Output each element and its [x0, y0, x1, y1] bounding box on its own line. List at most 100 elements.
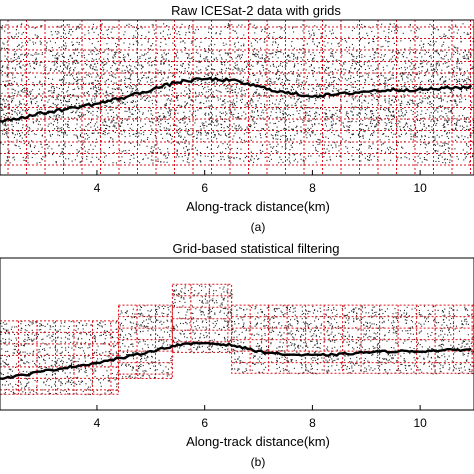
photon-point — [233, 135, 235, 137]
photon-point — [464, 57, 466, 59]
photon-point — [268, 37, 270, 39]
photon-point — [26, 109, 28, 112]
photon-point — [30, 92, 32, 94]
photon-point — [400, 110, 402, 112]
photon-point — [302, 87, 305, 89]
photon-point — [298, 97, 300, 99]
photon-point — [426, 68, 429, 70]
photon-point — [98, 88, 100, 90]
photon-point — [364, 100, 366, 102]
photon-point — [252, 101, 254, 103]
photon-point — [91, 58, 93, 60]
photon-point — [130, 92, 132, 94]
photon-point — [149, 107, 151, 109]
photon-point — [463, 57, 465, 59]
photon-point — [43, 91, 45, 93]
photon-point — [383, 159, 385, 161]
photon-point — [92, 82, 94, 84]
photon-point — [275, 54, 277, 56]
photon-point — [290, 90, 292, 92]
photon-point — [453, 75, 455, 77]
photon-point — [281, 81, 283, 83]
photon-point — [319, 139, 321, 141]
photon-point — [371, 78, 373, 80]
photon-point — [404, 82, 406, 84]
photon-point — [17, 57, 19, 59]
photon-point — [155, 101, 158, 103]
photon-point — [371, 58, 373, 60]
photon-point — [179, 27, 181, 29]
photon-point — [63, 45, 65, 47]
photon-point — [191, 145, 193, 147]
photon-point — [164, 87, 166, 90]
photon-point — [112, 111, 114, 113]
photon-point — [36, 119, 38, 121]
photon-point — [106, 92, 108, 94]
photon-point — [207, 91, 209, 93]
photon-point — [237, 54, 239, 56]
photon-point — [146, 145, 148, 147]
photon-point — [41, 108, 43, 110]
photon-point — [455, 47, 457, 49]
photon-point — [147, 157, 149, 159]
photon-point — [232, 99, 235, 101]
photon-point — [453, 50, 455, 52]
photon-point — [313, 34, 315, 36]
photon-point — [359, 131, 361, 133]
photon-point — [393, 64, 396, 66]
photon-point — [404, 66, 406, 68]
photon-point — [189, 110, 191, 112]
photon-point — [422, 66, 424, 68]
photon-point — [291, 85, 293, 87]
photon-point — [22, 31, 24, 34]
photon-point — [47, 125, 49, 127]
photon-point — [325, 136, 327, 138]
photon-point — [282, 134, 284, 136]
photon-point — [282, 87, 284, 89]
photon-point — [55, 99, 57, 101]
photon-point — [129, 69, 131, 71]
photon-point — [225, 85, 227, 87]
photon-point — [213, 69, 215, 71]
photon-point — [58, 79, 61, 81]
photon-point — [200, 102, 202, 104]
photon-point — [220, 62, 222, 64]
photon-point — [200, 41, 202, 43]
photon-point — [188, 97, 190, 99]
photon-point — [409, 128, 411, 130]
photon-point — [384, 82, 386, 84]
photon-point — [127, 71, 129, 73]
photon-point — [269, 32, 271, 35]
photon-point — [167, 111, 169, 113]
photon-point — [435, 67, 437, 69]
photon-point — [100, 68, 102, 71]
photon-point — [143, 74, 145, 77]
photon-point — [21, 42, 23, 44]
photon-point — [458, 62, 460, 64]
photon-point — [403, 126, 405, 128]
photon-point — [91, 102, 94, 104]
photon-point — [394, 30, 396, 32]
photon-point — [241, 93, 243, 95]
photon-point — [462, 108, 465, 110]
photon-point — [333, 80, 335, 82]
photon-point — [100, 110, 102, 112]
photon-point — [174, 30, 177, 32]
photon-point — [443, 35, 445, 37]
photon-point — [102, 133, 104, 135]
photon-point — [117, 101, 119, 103]
photon-point — [329, 116, 331, 118]
photon-point — [333, 85, 335, 87]
photon-point — [86, 98, 88, 100]
photon-point — [91, 153, 93, 155]
photon-point — [367, 159, 369, 161]
photon-point — [259, 57, 261, 59]
photon-point — [130, 74, 132, 76]
photon-point — [430, 57, 432, 59]
photon-point — [420, 60, 422, 62]
photon-point — [396, 73, 398, 75]
photon-point — [352, 47, 355, 49]
photon-point — [291, 128, 293, 130]
photon-point — [73, 60, 75, 62]
photon-point — [56, 66, 58, 68]
